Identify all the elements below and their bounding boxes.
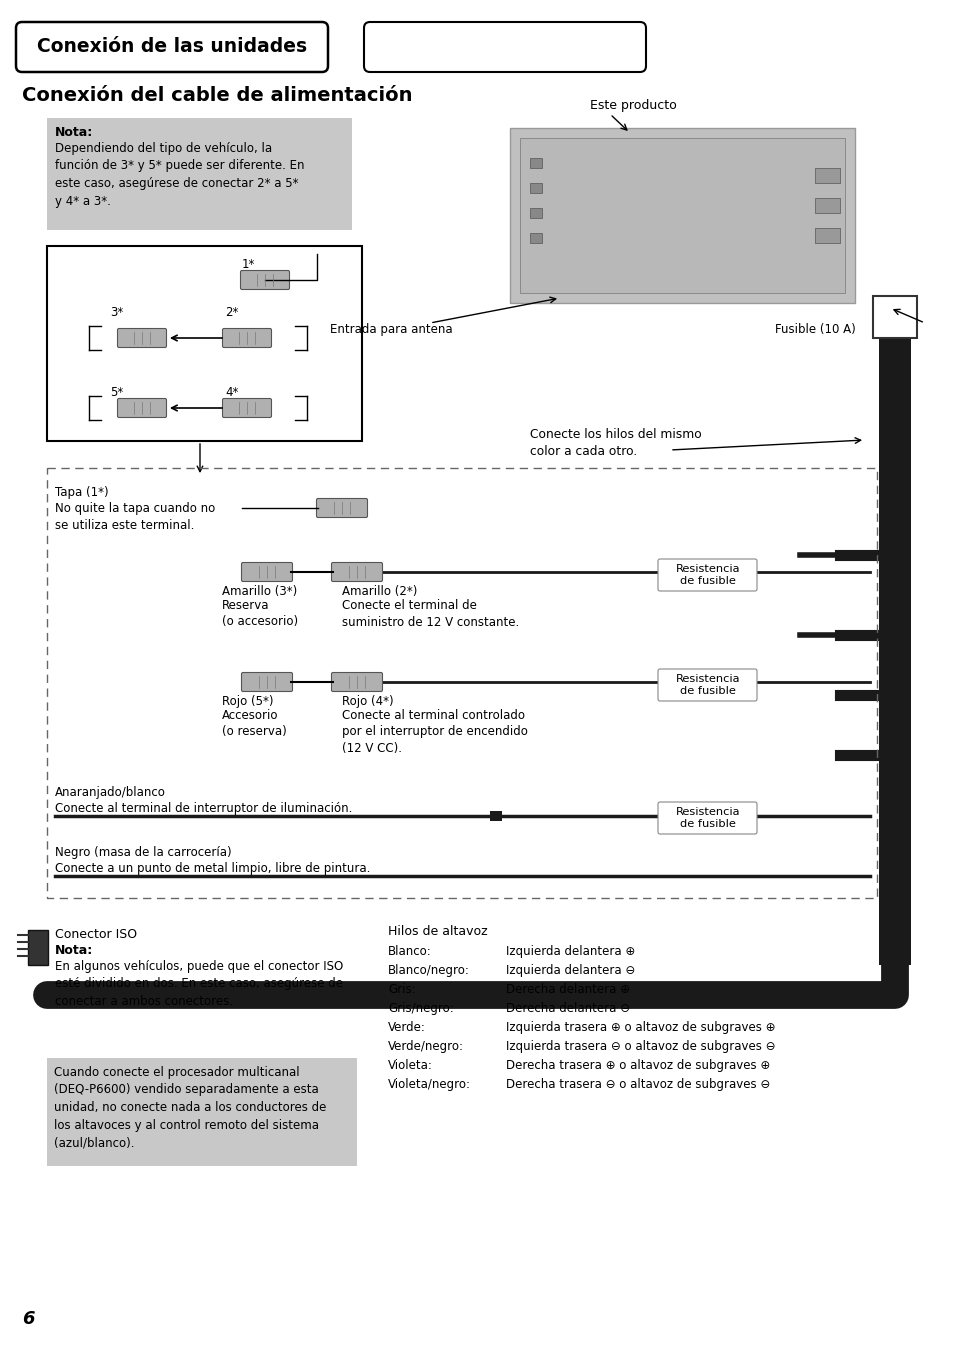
Text: Verde:: Verde: (388, 1021, 425, 1034)
Text: Entrada para antena: Entrada para antena (330, 323, 452, 337)
Text: Fusible (10 A): Fusible (10 A) (774, 323, 855, 337)
FancyBboxPatch shape (241, 672, 293, 691)
Text: Nota:: Nota: (55, 126, 93, 139)
Text: Derecha delantera ⊕: Derecha delantera ⊕ (505, 983, 629, 996)
FancyBboxPatch shape (658, 558, 757, 591)
Text: Gris/negro:: Gris/negro: (388, 1002, 454, 1015)
Bar (530, 233, 541, 243)
Bar (47, 118, 352, 230)
Bar (530, 208, 541, 218)
FancyBboxPatch shape (117, 399, 167, 418)
Bar (814, 228, 840, 243)
FancyBboxPatch shape (658, 802, 757, 834)
Text: Reserva
(o accesorio): Reserva (o accesorio) (222, 599, 297, 629)
Bar (530, 158, 541, 168)
Text: Violeta:: Violeta: (388, 1059, 433, 1072)
FancyBboxPatch shape (331, 672, 382, 691)
FancyBboxPatch shape (222, 399, 272, 418)
Text: Cuando conecte el procesador multicanal
(DEQ-P6600) vendido separadamente a esta: Cuando conecte el procesador multicanal … (54, 1065, 326, 1149)
FancyBboxPatch shape (241, 562, 293, 581)
Text: Izquierda trasera ⊕ o altavoz de subgraves ⊕: Izquierda trasera ⊕ o altavoz de subgrav… (505, 1021, 775, 1034)
Text: 3*: 3* (111, 306, 124, 319)
Text: Conecte al terminal controlado
por el interruptor de encendido
(12 V CC).: Conecte al terminal controlado por el in… (341, 708, 527, 754)
Text: Resistencia
de fusible: Resistencia de fusible (675, 807, 740, 829)
Bar (47, 468, 876, 898)
Text: 4*: 4* (225, 387, 238, 399)
Bar (490, 811, 501, 821)
FancyBboxPatch shape (16, 22, 328, 72)
Bar (519, 138, 844, 293)
Text: Izquierda trasera ⊖ o altavoz de subgraves ⊖: Izquierda trasera ⊖ o altavoz de subgrav… (505, 1040, 775, 1053)
FancyBboxPatch shape (117, 329, 167, 347)
Text: 1*: 1* (242, 258, 255, 270)
Text: Este producto: Este producto (589, 99, 676, 112)
Text: Conexión del cable de alimentación: Conexión del cable de alimentación (22, 87, 412, 105)
Text: Derecha trasera ⊕ o altavoz de subgraves ⊕: Derecha trasera ⊕ o altavoz de subgraves… (505, 1059, 769, 1072)
Text: Tapa (1*): Tapa (1*) (55, 485, 109, 499)
FancyBboxPatch shape (331, 562, 382, 581)
Bar (510, 128, 854, 303)
Text: No quite la tapa cuando no
se utiliza este terminal.: No quite la tapa cuando no se utiliza es… (55, 502, 215, 531)
Bar (814, 168, 840, 183)
Text: Negro (masa de la carrocería): Negro (masa de la carrocería) (55, 846, 232, 859)
Text: Gris:: Gris: (388, 983, 416, 996)
Text: Conecte a un punto de metal limpio, libre de pintura.: Conecte a un punto de metal limpio, libr… (55, 863, 370, 875)
Bar (47, 1059, 356, 1165)
Text: Rojo (4*): Rojo (4*) (341, 695, 394, 708)
Bar (28, 930, 48, 965)
Text: Conexión de las unidades: Conexión de las unidades (37, 38, 307, 57)
Text: Anaranjado/blanco: Anaranjado/blanco (55, 786, 166, 799)
Text: Conector ISO: Conector ISO (55, 927, 137, 941)
Text: Resistencia
de fusible: Resistencia de fusible (675, 564, 740, 587)
Text: Blanco:: Blanco: (388, 945, 432, 959)
Text: 2*: 2* (225, 306, 238, 319)
Text: Conecte el terminal de
suministro de 12 V constante.: Conecte el terminal de suministro de 12 … (341, 599, 518, 629)
Text: 6: 6 (22, 1310, 34, 1328)
FancyBboxPatch shape (222, 329, 272, 347)
Bar (872, 296, 916, 338)
Text: Violeta/negro:: Violeta/negro: (388, 1078, 471, 1091)
Text: Derecha delantera ⊖: Derecha delantera ⊖ (505, 1002, 629, 1015)
Text: Rojo (5*): Rojo (5*) (222, 695, 274, 708)
Text: 5*: 5* (111, 387, 124, 399)
Text: Izquierda delantera ⊖: Izquierda delantera ⊖ (505, 964, 635, 977)
FancyBboxPatch shape (316, 499, 367, 518)
Text: Amarillo (3*): Amarillo (3*) (222, 585, 297, 598)
Text: Nota:: Nota: (55, 944, 93, 957)
FancyBboxPatch shape (240, 270, 289, 289)
Bar (878, 904, 910, 965)
Text: Resistencia
de fusible: Resistencia de fusible (675, 673, 740, 696)
Text: Izquierda delantera ⊕: Izquierda delantera ⊕ (505, 945, 635, 959)
Text: Blanco/negro:: Blanco/negro: (388, 964, 470, 977)
Bar (47, 246, 361, 441)
Bar (530, 183, 541, 193)
FancyBboxPatch shape (364, 22, 645, 72)
Text: En algunos vehículos, puede que el conector ISO
esté dividido en dos. En este ca: En algunos vehículos, puede que el conec… (55, 960, 343, 1009)
Text: Conecte los hilos del mismo
color a cada otro.: Conecte los hilos del mismo color a cada… (530, 429, 701, 458)
Text: Accesorio
(o reserva): Accesorio (o reserva) (222, 708, 287, 738)
Text: Hilos de altavoz: Hilos de altavoz (388, 925, 487, 938)
Text: Verde/negro:: Verde/negro: (388, 1040, 463, 1053)
Bar (878, 295, 910, 915)
Text: Conecte al terminal de interruptor de iluminación.: Conecte al terminal de interruptor de il… (55, 802, 352, 815)
Text: Amarillo (2*): Amarillo (2*) (341, 585, 416, 598)
Text: Derecha trasera ⊖ o altavoz de subgraves ⊖: Derecha trasera ⊖ o altavoz de subgraves… (505, 1078, 769, 1091)
FancyBboxPatch shape (658, 669, 757, 700)
Bar (814, 197, 840, 214)
Text: Dependiendo del tipo de vehículo, la
función de 3* y 5* puede ser diferente. En
: Dependiendo del tipo de vehículo, la fun… (55, 142, 304, 207)
